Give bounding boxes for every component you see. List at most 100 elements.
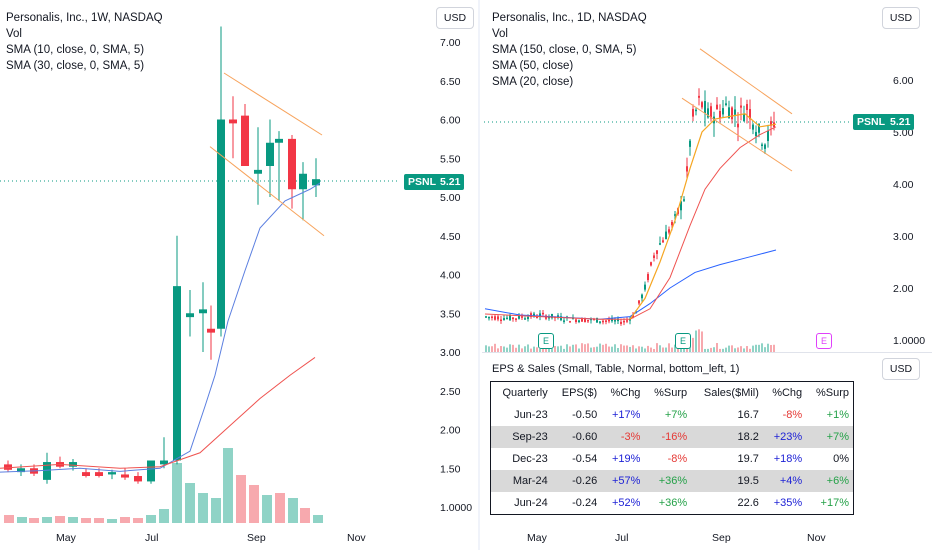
weekly-price-tick: 6.50: [440, 76, 461, 88]
eps-currency-button[interactable]: USD: [882, 358, 920, 380]
weekly-time-tick: Jul: [145, 532, 158, 544]
weekly-volume-bar: [55, 516, 65, 523]
table-row: Mar-24 -0.26 +57% +36% 19.5 +4% +6%: [490, 470, 854, 492]
weekly-time-tick: Nov: [347, 532, 366, 544]
weekly-volume-bar: [236, 475, 246, 523]
weekly-candle-body: [108, 472, 116, 475]
daily-candle-body: [746, 104, 748, 110]
daily-volume-bar: [572, 344, 574, 352]
weekly-candle-body: [207, 328, 215, 333]
daily-volume-bar: [500, 346, 502, 352]
weekly-candle-body: [199, 309, 207, 314]
daily-chart-canvas[interactable]: 6.00 5.00 4.00 3.00 2.00 1.0000 May Jul Sep Nov: [480, 0, 932, 550]
eps-cell: +6%: [806, 470, 854, 492]
eps-cell: +36%: [658, 497, 688, 509]
daily-volume-bar: [728, 345, 730, 352]
daily-candle-body: [770, 121, 772, 126]
weekly-volume-bar: [313, 515, 323, 523]
weekly-candle-body: [160, 460, 168, 465]
weekly-currency-button[interactable]: USD: [436, 7, 474, 29]
weekly-candle-body: [82, 472, 90, 476]
eps-cell: Sep-23: [490, 426, 552, 448]
eps-header-sales-surp: %Surp: [815, 387, 849, 399]
weekly-volume-bar: [249, 485, 259, 523]
eps-cell: +17%: [820, 497, 849, 509]
daily-volume-bar: [524, 346, 526, 352]
daily-candle-body: [584, 319, 586, 323]
daily-candle-body: [533, 313, 535, 317]
weekly-candle-body: [186, 313, 194, 318]
weekly-price-tick: 2.50: [440, 386, 461, 398]
daily-candle-body: [605, 320, 607, 322]
weekly-candle-body: [121, 474, 129, 478]
daily-volume-bar: [560, 345, 562, 352]
eps-cell: +23%: [762, 426, 807, 448]
daily-volume-bar: [512, 344, 514, 352]
daily-candle-body: [716, 104, 718, 110]
daily-chart-pane[interactable]: 6.00 5.00 4.00 3.00 2.00 1.0000 May Jul Sep Nov P…: [480, 0, 932, 550]
weekly-price-tick: 5.50: [440, 153, 461, 165]
table-row: Dec-23 -0.54 +19% -8% 19.7 +18% 0%: [491, 448, 854, 470]
daily-volume-bar: [695, 330, 697, 352]
daily-volume-bar: [659, 345, 661, 352]
weekly-price-tick: 3.50: [440, 308, 461, 320]
daily-candle-body: [506, 317, 508, 320]
daily-volume-bar: [770, 345, 772, 352]
daily-volume-bar: [701, 331, 703, 352]
pane-divider[interactable]: [478, 0, 480, 550]
daily-legend-vol: Vol: [492, 28, 508, 40]
eps-cell: +57%: [601, 470, 645, 492]
daily-volume-bar: [719, 348, 721, 352]
daily-candle-body: [494, 316, 496, 320]
weekly-chart-canvas[interactable]: 7.00 6.50 6.00 5.50 5.00 4.50 4.00 3.50 3.00 2.50…: [0, 0, 478, 550]
weekly-volume-bar: [68, 517, 78, 523]
eps-cell: +19%: [611, 453, 641, 465]
daily-volume-bar: [542, 346, 544, 352]
weekly-chart-pane[interactable]: 7.00 6.50 6.00 5.50 5.00 4.50 4.00 3.50 3.00 2.50…: [0, 0, 478, 550]
weekly-candle-body: [254, 169, 262, 174]
eps-cell: 19.7: [737, 453, 759, 465]
eps-sales-table: Quarterly EPS($) %Chg %Surp Sales($Mil) …: [490, 381, 854, 515]
daily-candle-body: [668, 229, 670, 233]
eps-cell: -0.24: [572, 497, 598, 509]
earnings-marker-upcoming[interactable]: E: [816, 333, 832, 349]
weekly-volume-bar: [288, 498, 298, 523]
daily-volume-bar: [602, 344, 604, 352]
daily-candle-body: [689, 140, 691, 147]
earnings-marker-1[interactable]: E: [538, 333, 554, 349]
daily-sma20-line: [629, 113, 777, 320]
daily-candle-body: [581, 317, 583, 322]
daily-volume-bar: [755, 344, 757, 352]
daily-volume-bar: [749, 348, 751, 352]
weekly-price-tag: 5.21: [436, 174, 465, 190]
daily-volume-bar: [506, 347, 508, 352]
daily-volume-bar: [503, 346, 505, 352]
daily-candle-body: [587, 319, 589, 322]
daily-candle-body: [515, 318, 517, 320]
eps-header-sales: Sales($Mil): [703, 387, 759, 399]
daily-volume-bar: [521, 348, 523, 352]
weekly-candle-body: [266, 142, 274, 166]
daily-candle-body: [626, 320, 628, 322]
daily-candle-body: [704, 101, 706, 114]
earnings-marker-2[interactable]: E: [675, 333, 691, 349]
daily-candle-body: [731, 107, 733, 120]
daily-volume-bar: [647, 345, 649, 352]
daily-candle-body: [509, 315, 511, 321]
daily-volume-bar: [608, 346, 610, 352]
daily-volume-bar: [737, 347, 739, 352]
daily-candle-body: [686, 166, 688, 172]
daily-volume-bar: [743, 348, 745, 352]
weekly-price-tick: 6.00: [440, 115, 461, 127]
daily-candle-body: [728, 107, 730, 119]
daily-price-tick: 5.00: [893, 127, 914, 139]
daily-volume-bar: [611, 346, 613, 352]
pane-separator[interactable]: [482, 352, 932, 353]
daily-legend-sma50: SMA (50, close): [492, 60, 574, 72]
daily-currency-button[interactable]: USD: [882, 7, 920, 29]
eps-cell: 16.7: [737, 409, 759, 421]
daily-volume-bar: [563, 348, 565, 352]
daily-candle-body: [761, 144, 763, 146]
daily-candle-body: [491, 316, 493, 319]
daily-volume-bar: [698, 329, 700, 352]
